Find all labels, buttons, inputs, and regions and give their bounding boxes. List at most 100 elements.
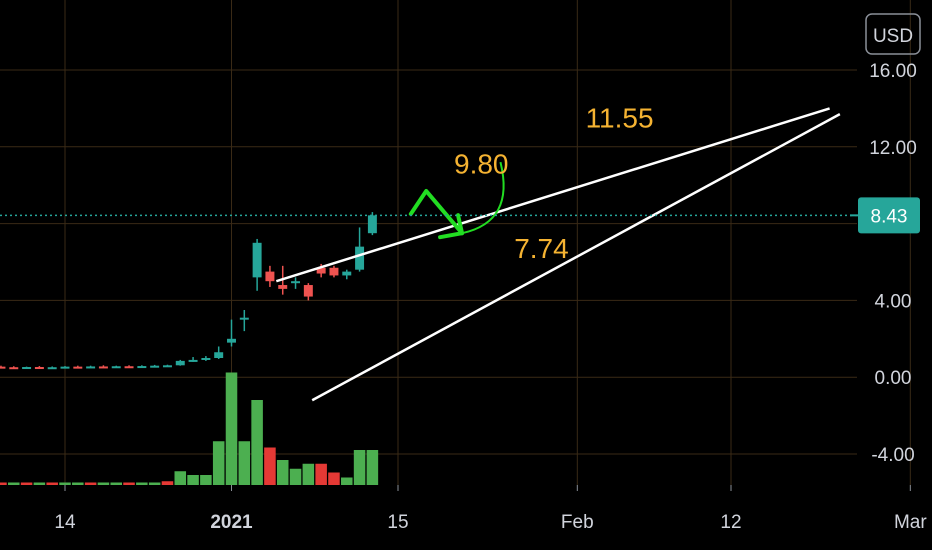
candle-body (355, 246, 365, 270)
volume-bar (33, 482, 46, 485)
volume-bar (200, 475, 212, 485)
price-tick-label: 0.00 (875, 368, 912, 389)
volume-bar (136, 482, 148, 485)
volume-bar (276, 460, 289, 485)
volume-bar (97, 482, 110, 485)
candle-body (227, 338, 236, 343)
candle-body (239, 317, 249, 320)
volume-bar (20, 482, 33, 485)
candle-body (175, 360, 185, 366)
price-tick-label: 16.00 (869, 61, 917, 82)
volume-bar (59, 482, 71, 485)
time-tick-label: 14 (54, 512, 76, 533)
candle-body (98, 366, 108, 369)
candle (201, 356, 211, 361)
projection-curve (461, 161, 505, 235)
drawn-arrow (408, 161, 505, 240)
volume-bar (110, 482, 122, 485)
volume-bar (46, 482, 58, 485)
price-annotation: 11.55 (586, 103, 654, 134)
price-tick-label: -4.00 (871, 445, 914, 466)
candle (86, 365, 96, 369)
volume-bar (8, 482, 20, 485)
volume-bars (0, 372, 379, 485)
candle-body (367, 215, 377, 234)
candle-body (188, 359, 198, 362)
volume-bar (161, 481, 174, 485)
candle (162, 364, 172, 368)
candle-body (291, 281, 301, 284)
candle (111, 365, 121, 369)
volume-bar (328, 472, 340, 485)
candle (22, 366, 32, 370)
volume-bar (187, 475, 199, 485)
volume-bar (225, 372, 238, 485)
candle-body (329, 267, 339, 276)
price-annotation: 7.74 (514, 233, 569, 264)
volume-bar (72, 482, 84, 485)
candle-body (303, 285, 313, 297)
candle-body (0, 366, 6, 369)
volume-bar (302, 463, 315, 485)
volume-bar (264, 447, 276, 485)
candle-body (34, 367, 44, 370)
candle (329, 265, 339, 278)
candle (34, 366, 44, 370)
volume-bar (148, 482, 161, 485)
candle (47, 366, 57, 370)
lower-trendline (311, 113, 841, 402)
candle (239, 310, 249, 332)
time-tick-label: Mar (894, 512, 927, 533)
time-tick-label: Feb (561, 512, 594, 533)
last-price-tag (858, 197, 920, 234)
candle (150, 364, 160, 368)
candle-body (137, 366, 147, 369)
candle (98, 365, 108, 369)
candle (137, 365, 147, 369)
last-price-label: 8.43 (871, 206, 908, 227)
candle (367, 212, 377, 236)
candlesticks (0, 212, 377, 370)
volume-bar (212, 441, 225, 485)
upper-trendline (275, 107, 830, 283)
candle (73, 365, 83, 369)
candle-body (278, 285, 288, 289)
volume-bar (84, 482, 97, 485)
candle (188, 357, 198, 362)
candle (355, 227, 365, 272)
currency-button[interactable]: USD (865, 13, 921, 55)
candle-body (86, 366, 96, 369)
grid (0, 0, 911, 485)
volume-bar (123, 482, 135, 485)
candle (214, 346, 224, 359)
candle-body (252, 242, 262, 278)
volume-bar (366, 450, 379, 485)
candle-body (60, 366, 70, 369)
candle (291, 277, 301, 289)
volume-bar (251, 400, 263, 485)
candle-body (22, 367, 32, 370)
price-annotation: 9.80 (454, 149, 509, 180)
currency-label: USD (873, 26, 913, 47)
price-tick-label: 4.00 (875, 291, 912, 312)
candle-body (316, 267, 326, 274)
candle-body (214, 352, 224, 358)
candle-body (150, 365, 160, 368)
candle (303, 283, 313, 301)
time-axis[interactable]: 14 2021 15 Feb 12 Mar (54, 485, 927, 533)
candle-body (111, 366, 121, 369)
candle (9, 366, 19, 370)
candle-body (265, 271, 275, 282)
candle (227, 319, 236, 347)
time-tick-label: 15 (387, 512, 408, 533)
candle-body (124, 366, 134, 369)
volume-bar (341, 477, 353, 485)
price-tick-label: 12.00 (869, 138, 917, 159)
candle-body (201, 358, 211, 360)
time-tick-label: 12 (720, 512, 741, 533)
candle-body (73, 366, 83, 369)
arrow-head (438, 213, 465, 240)
